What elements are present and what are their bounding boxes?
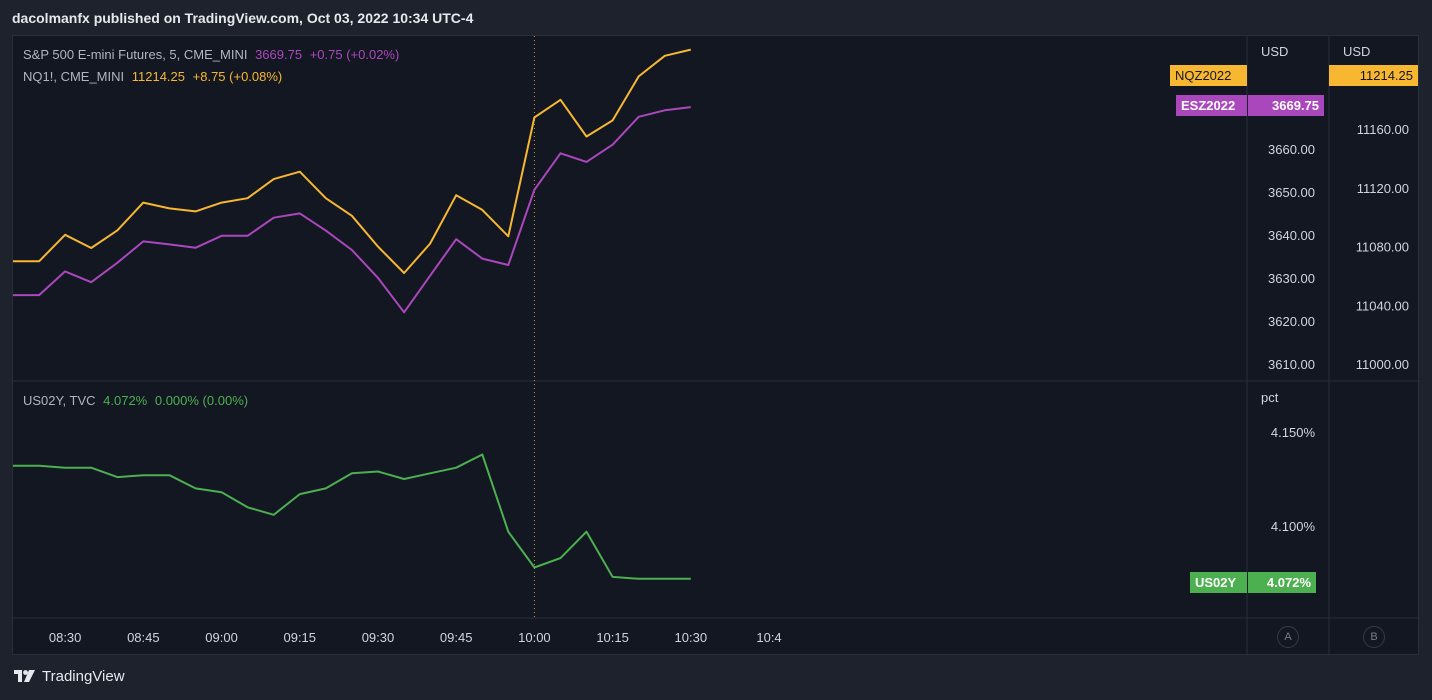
right-axis-unit: USD (1343, 44, 1371, 59)
us02y-line[interactable] (13, 453, 691, 580)
es-line[interactable] (13, 106, 691, 314)
right-axis-tick: 11000.00 (1356, 357, 1409, 372)
legend-es-name: S&P 500 E-mini Futures, 5, CME_MINI (23, 47, 248, 62)
chart-canvas[interactable]: 3610.00 3620.00 3630.00 3640.00 3650.00 3660.… (13, 36, 1420, 656)
left-axis-tick: 3610.00 (1268, 357, 1315, 372)
left-axis-tick: 3630.00 (1268, 271, 1315, 286)
time-axis-tick: 09:30 (362, 630, 395, 645)
time-axis-tick: 09:00 (205, 630, 238, 645)
legend-es[interactable]: S&P 500 E-mini Futures, 5, CME_MINI 3669… (23, 47, 403, 62)
legend-nq-name: NQ1!, CME_MINI (23, 69, 125, 84)
legend-us02y[interactable]: US02Y, TVC 4.072% 0.000% (0.00%) (23, 393, 252, 408)
left-axis-tick: 3620.00 (1268, 314, 1315, 329)
us02y-tag: US02Y (1190, 572, 1247, 593)
time-axis-tick: 08:30 (49, 630, 82, 645)
legend-us02y-change: 0.000% (0.00%) (154, 393, 249, 408)
legend-nq-price: 11214.25 (131, 69, 186, 84)
lower-axis-unit: pct (1261, 390, 1279, 405)
pct-axis-tick: 4.150% (1271, 425, 1316, 440)
b-scale-button[interactable]: B (1363, 626, 1385, 648)
time-axis-tick: 10:4 (756, 630, 781, 645)
left-axis-tick: 3650.00 (1268, 185, 1315, 200)
right-axis-tick: 11160.00 (1357, 122, 1409, 137)
legend-us02y-price: 4.072% (103, 393, 148, 408)
es-price-tag: 3669.75 (1248, 95, 1324, 116)
nq-price-tag: 11214.25 (1329, 65, 1418, 86)
left-axis-unit: USD (1261, 44, 1289, 59)
tradingview-brand: TradingView (42, 668, 125, 685)
time-axis-tick: 09:45 (440, 630, 473, 645)
nq-line[interactable] (13, 48, 692, 274)
time-axis-tick: 10:30 (675, 630, 708, 645)
publisher-line: dacolmanfx published on TradingView.com,… (12, 10, 474, 26)
left-axis-tick: 3640.00 (1268, 228, 1315, 243)
time-axis-tick: 10:15 (596, 630, 629, 645)
legend-nq[interactable]: NQ1!, CME_MINI 11214.25 +8.75 (+0.08%) (23, 69, 286, 84)
legend-es-price: 3669.75 (255, 47, 303, 62)
time-axis-tick: 08:45 (127, 630, 160, 645)
tradingview-logo[interactable]: TradingView (14, 668, 125, 685)
legend-es-change: +0.75 (+0.02%) (309, 47, 400, 62)
left-axis-tick: 3660.00 (1268, 142, 1315, 157)
legend-nq-change: +8.75 (+0.08%) (192, 69, 283, 84)
nqz2022-tag: NQZ2022 (1170, 65, 1247, 86)
auto-scale-button[interactable]: A (1277, 626, 1299, 648)
legend-us02y-name: US02Y, TVC (23, 393, 96, 408)
right-axis-tick: 11080.00 (1356, 240, 1409, 255)
time-axis-tick: 10:00 (518, 630, 551, 645)
tradingview-logo-icon (14, 670, 35, 682)
right-axis-tick: 11120.00 (1357, 181, 1409, 196)
chart-frame[interactable]: 3610.00 3620.00 3630.00 3640.00 3650.00 3660.… (12, 35, 1420, 656)
esz2022-tag: ESZ2022 (1176, 95, 1247, 116)
us02y-price-tag: 4.072% (1248, 572, 1316, 593)
pct-axis-tick: 4.100% (1271, 519, 1316, 534)
time-axis-tick: 09:15 (283, 630, 316, 645)
right-axis-tick: 11040.00 (1356, 298, 1409, 313)
